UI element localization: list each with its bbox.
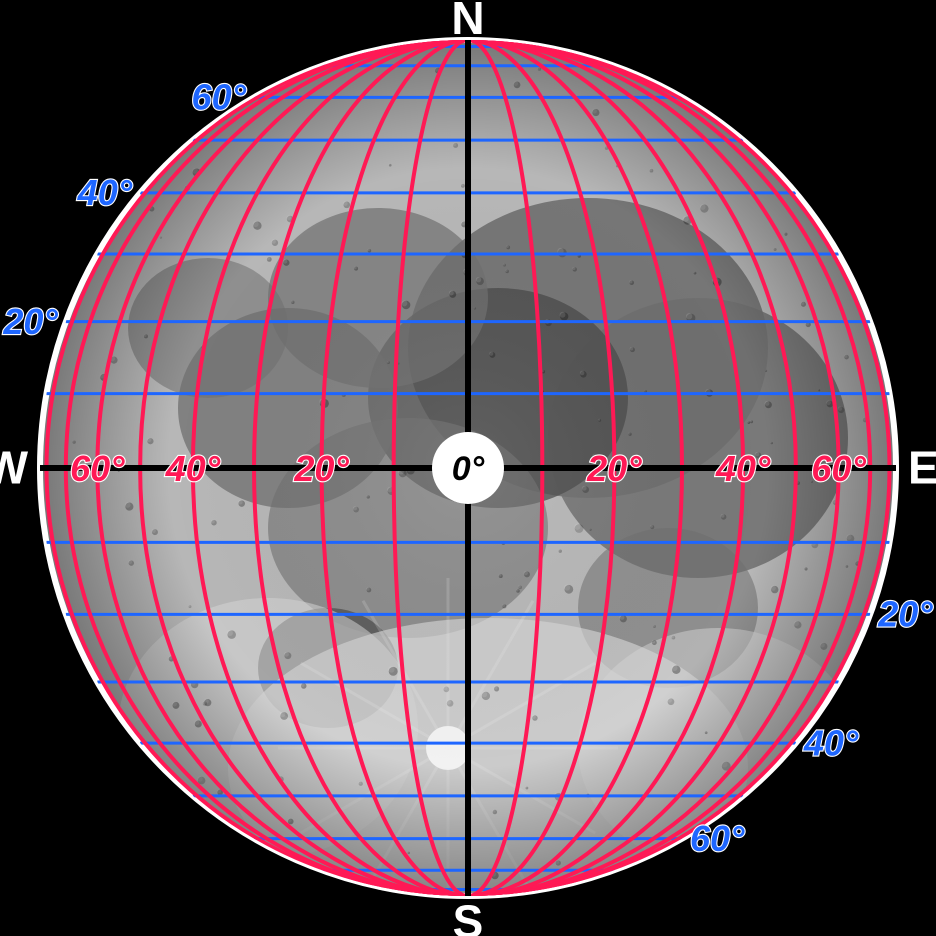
center-label: 0°: [452, 450, 485, 488]
longitude-label: 60°: [70, 448, 125, 489]
longitude-label: 20°: [586, 448, 642, 489]
cardinal-w: W: [0, 442, 29, 494]
latitude-label: 40°: [77, 172, 133, 213]
longitude-label: 40°: [165, 448, 221, 489]
longitude-label: 60°: [811, 448, 866, 489]
latitude-label: 20°: [877, 594, 933, 635]
cardinal-e: E: [908, 442, 936, 494]
latitude-label: 20°: [2, 301, 58, 342]
cardinal-n: N: [451, 0, 484, 44]
cardinal-s: S: [453, 895, 484, 936]
latitude-label: 40°: [803, 722, 859, 763]
longitude-label: 20°: [293, 448, 349, 489]
longitude-label: 40°: [715, 448, 771, 489]
latitude-label: 60°: [690, 818, 745, 859]
latitude-label: 60°: [192, 77, 247, 118]
